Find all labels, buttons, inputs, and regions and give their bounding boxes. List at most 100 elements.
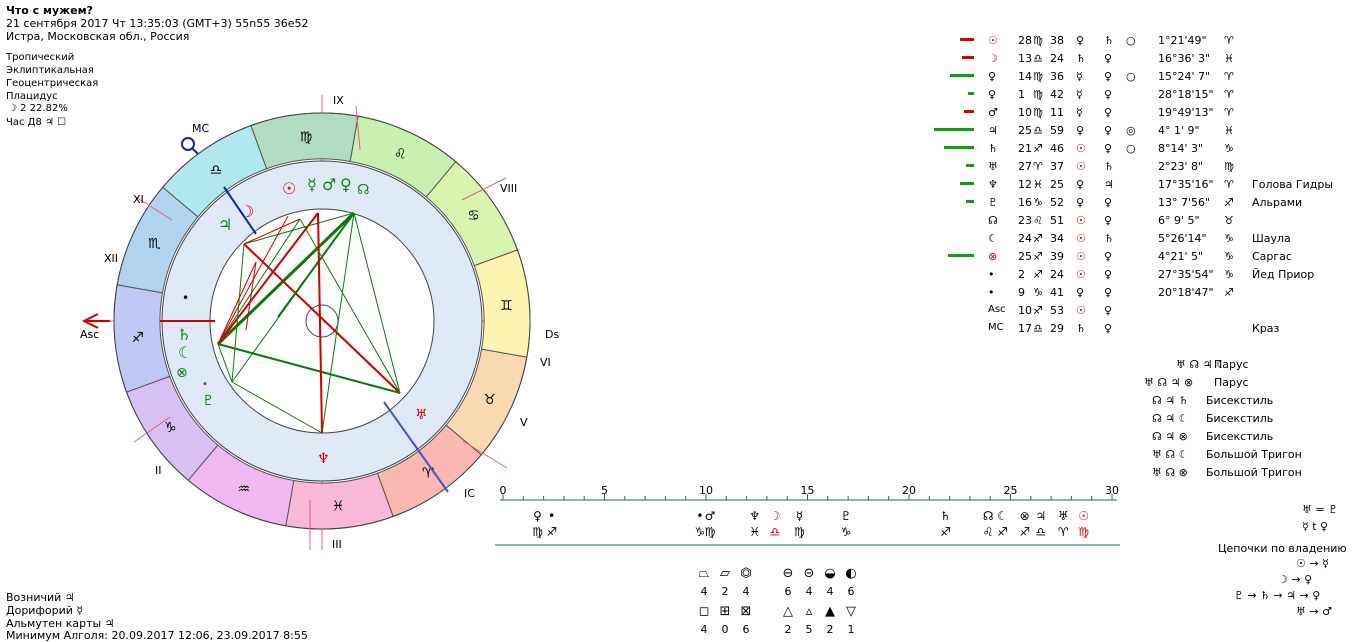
strength-bar	[962, 56, 974, 59]
timeline-sign: ♍	[705, 525, 716, 539]
configuration-name: Парус	[1214, 358, 1249, 371]
position-degree: 9	[1018, 286, 1025, 299]
aspect-line	[317, 212, 323, 434]
venus-glyph[interactable]: ♀	[340, 175, 352, 194]
timeline-sign: ♍	[532, 525, 543, 539]
chain-2: ☽ → ♀	[1278, 573, 1313, 586]
house-cusp-line	[133, 416, 171, 443]
saturn-glyph[interactable]: ♄	[177, 325, 191, 344]
position-row[interactable]: ♅ 27 ♈ 37 ☉ ♄ 2°23' 8" ♍	[930, 158, 1350, 176]
position-row[interactable]: ♂ 10 ♍ 11 ☿ ♀ 19°49'13" ♈	[930, 104, 1350, 122]
position-decimal: 28°18'15"	[1158, 88, 1214, 101]
configuration-row[interactable]: ♅ ☊ ♃ ☾ Парус	[1176, 358, 1249, 376]
house-label: Dsc	[545, 328, 560, 341]
position-symbol: MC	[988, 322, 1004, 333]
configuration-row[interactable]: ♅ ☊ ♃ ⊗ Парус	[1144, 376, 1249, 394]
sun-glyph[interactable]: ☉	[282, 179, 296, 198]
position-ruler-2: ♀	[1104, 286, 1113, 299]
position-sign: ♎	[1033, 322, 1043, 335]
position-symbol: ☉	[988, 34, 998, 47]
stat-icon: ⏣	[740, 566, 752, 581]
position-ruler-1: ☉	[1076, 304, 1086, 317]
position-row[interactable]: ♆ 12 ♓ 25 ♀ ♃ 17°35'16" ♈ Голова Гидры	[930, 176, 1350, 194]
configuration-name: Большой Тригон	[1206, 466, 1302, 479]
position-decimal-sign: ♈	[1224, 70, 1234, 83]
mars-glyph[interactable]: ♂	[322, 175, 336, 194]
configuration-row[interactable]: ☊ ♃ ⊗ Бисекстиль	[1152, 430, 1273, 448]
zodiac-ring: ♈ ♉ ♊ ♋ ♌ ♍ ♎ ♏ ♐ ♑ ♒ ♓	[113, 112, 531, 530]
stat-value: 4	[700, 585, 708, 598]
configuration-row[interactable]: ♅ ☊ ☾ Большой Тригон	[1152, 448, 1302, 466]
position-ruler-2: ♀	[1104, 322, 1113, 335]
zodiac-sign-glyph: ♉	[483, 392, 496, 408]
setting-coords: Эклиптикальная	[6, 65, 94, 76]
aspect-line	[353, 212, 401, 394]
configuration-row[interactable]: ☊ ♃ ☾ Бисекстиль	[1152, 412, 1273, 430]
natal-chart-wheel[interactable]: ♈♉♊♋♌♍♎♏♐♑♒♓ IXVIIIDscVIVICIIIIIXIIXIMCA…	[60, 90, 560, 555]
zodiac-sign-glyph: ♎	[210, 162, 223, 178]
timeline-planet: •	[696, 509, 703, 523]
setting-center: Геоцентрическая	[6, 78, 99, 89]
position-symbol: ☾	[988, 232, 998, 245]
neptune-glyph[interactable]: ♆	[317, 451, 330, 467]
mercury-glyph[interactable]: ☿	[307, 175, 317, 194]
stat-value: 6	[784, 585, 792, 598]
configuration-row[interactable]: ♅ ☊ ⊗ Большой Тригон	[1152, 466, 1302, 484]
position-row[interactable]: ☊ 23 ♌ 51 ☉ ♀ 6° 9' 5" ♉	[930, 212, 1350, 230]
position-row[interactable]: ☽ 13 ♎ 24 ♄ ♀ 16°36' 3" ♓	[930, 50, 1350, 68]
position-ruler-2: ♀	[1104, 70, 1113, 83]
position-decimal: 4°21' 5"	[1158, 250, 1204, 263]
position-decimal: 20°18'47"	[1158, 286, 1214, 299]
position-ruler-2: ♀	[1104, 124, 1113, 137]
position-symbol: ♄	[988, 142, 998, 155]
pluto-glyph[interactable]: ♇	[202, 393, 215, 409]
aspect-line	[217, 218, 301, 345]
algol: Минимум Алголя: 20.09.2017 12:06, 23.09.…	[6, 629, 308, 642]
position-row[interactable]: ☾ 24 ♐ 34 ☉ ♄ 5°26'14" ♑ Шаула	[930, 230, 1350, 248]
position-sign: ♈	[1033, 160, 1043, 173]
stat-icon: ⏥	[720, 566, 730, 581]
position-row[interactable]: ⊗ 25 ♐ 39 ☉ ♀ 4°21' 5" ♑ Саргас	[930, 248, 1350, 266]
position-row[interactable]: • 9 ♑ 41 ♀ ♀ 20°18'47" ♐	[930, 284, 1350, 302]
position-decimal: 16°36' 3"	[1158, 52, 1211, 65]
timeline-planet: ☿	[796, 509, 803, 523]
position-minute: 59	[1050, 124, 1064, 137]
position-row[interactable]: ♀ 14 ♍ 36 ☿ ♀ ○ 15°24' 7" ♈	[930, 68, 1350, 86]
position-row[interactable]: ♃ 25 ♎ 59 ♀ ♀ ◎ 4° 1' 9" ♓	[930, 122, 1350, 140]
position-degree: 1	[1018, 88, 1025, 101]
chains-title: Цепочки по владению	[1218, 542, 1347, 555]
jupiter-glyph[interactable]: ♃	[218, 215, 232, 234]
uranus-glyph[interactable]: ♅	[415, 407, 428, 423]
fortune-glyph[interactable]: ⊗	[176, 365, 188, 381]
timeline-label: 10	[699, 484, 713, 497]
position-ruler-1: ☿	[1076, 106, 1083, 119]
lilith-glyph[interactable]: ☾	[178, 343, 192, 362]
ruler-eq1: ♅ = ♇	[1302, 503, 1338, 516]
position-decimal-sign: ♑	[1224, 142, 1234, 155]
position-row[interactable]: ♇ 16 ♑ 52 ♀ ♀ 13° 7'56" ♐ Альрами	[930, 194, 1350, 212]
node-glyph[interactable]: ☊	[357, 182, 369, 198]
position-row[interactable]: ♀ 1 ♍ 42 ☿ ♀ 28°18'15" ♈	[930, 86, 1350, 104]
position-star: Йед Приор	[1252, 268, 1315, 281]
position-star: Краз	[1252, 322, 1280, 335]
position-row[interactable]: • 2 ♐ 24 ☉ ♀ 27°35'54" ♑ Йед Приор	[930, 266, 1350, 284]
configuration-row[interactable]: ☊ ♃ ♄ Бисекстиль	[1152, 394, 1273, 412]
position-decimal-sign: ♉	[1224, 214, 1234, 227]
position-row[interactable]: ☉ 28 ♍ 38 ♀ ♄ ○ 1°21'49" ♈	[930, 32, 1350, 50]
strength-bar	[968, 92, 974, 95]
stat-value: 6	[742, 623, 750, 636]
timeline-planet: •	[548, 509, 555, 523]
moon-glyph[interactable]: ☽	[240, 202, 254, 221]
position-row[interactable]: MC 17 ♎ 29 ♄ ♀ Краз	[930, 320, 1350, 338]
position-row[interactable]: ♄ 21 ♐ 46 ☉ ♀ ○ 8°14' 3" ♑	[930, 140, 1350, 158]
strength-bar	[964, 110, 974, 113]
position-minute: 29	[1050, 322, 1064, 335]
position-ruler-2: ♀	[1104, 142, 1113, 155]
position-row[interactable]: Asc 10 ♐ 53 ☉ ♀	[930, 302, 1350, 320]
stat-value: 0	[721, 623, 729, 636]
position-ruler-1: ☉	[1076, 142, 1086, 155]
aspect-line	[231, 243, 245, 383]
center-circle	[305, 304, 339, 338]
point-glyph: •	[182, 291, 189, 305]
position-minute: 37	[1050, 160, 1064, 173]
